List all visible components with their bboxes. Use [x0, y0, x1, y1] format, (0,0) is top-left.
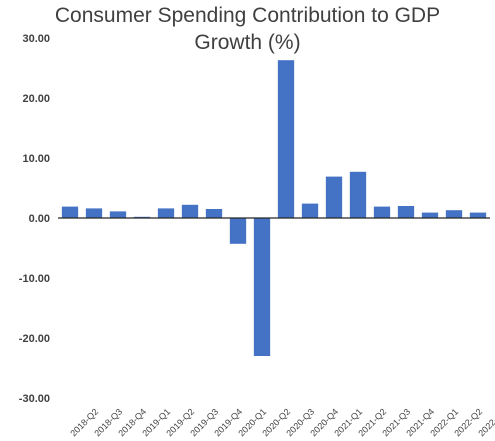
bar — [325, 176, 343, 218]
bar — [349, 171, 367, 218]
bar — [85, 208, 103, 218]
y-tick-label: -10.00 — [19, 273, 50, 285]
bar — [61, 206, 79, 218]
bar — [181, 204, 199, 218]
bar — [277, 60, 295, 219]
bar — [397, 206, 415, 218]
bar — [469, 212, 487, 218]
bar — [109, 211, 127, 218]
bar — [445, 210, 463, 218]
chart-title-line-1: Consumer Spending Contribution to GDP — [54, 4, 441, 27]
y-tick-label: 10.00 — [22, 153, 50, 165]
bar — [157, 208, 175, 218]
y-tick-label: 20.00 — [22, 93, 50, 105]
bar — [205, 209, 223, 218]
bar — [229, 218, 247, 244]
y-tick-label: -30.00 — [19, 393, 50, 405]
y-tick-label: 0.00 — [29, 213, 50, 225]
bar — [253, 218, 271, 356]
y-tick-label: -20.00 — [19, 333, 50, 345]
y-tick-label: 30.00 — [22, 33, 50, 45]
chart-title-line-2: Growth (%) — [194, 31, 301, 54]
bar — [301, 203, 319, 218]
bar — [373, 206, 391, 218]
bar — [421, 212, 439, 218]
